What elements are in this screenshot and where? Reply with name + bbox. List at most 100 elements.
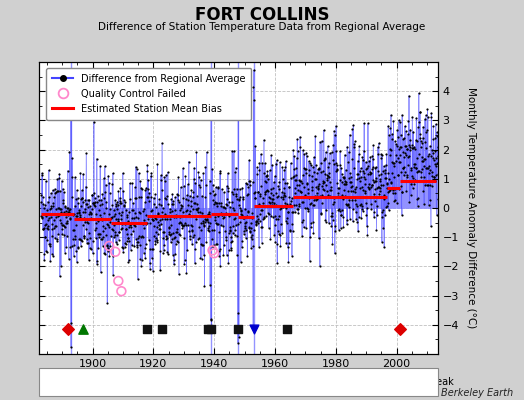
Point: [433, 160, 442, 166]
Point: [299, 224, 308, 230]
Point: [93, 260, 101, 267]
Point: [200, 252, 208, 258]
Point: [104, 222, 112, 228]
Point: [361, 180, 369, 187]
Point: [170, 214, 179, 220]
Point: [165, 231, 173, 237]
Point: [133, 244, 141, 250]
Point: [400, 154, 409, 160]
Point: [278, 204, 287, 210]
Point: [94, 192, 102, 199]
Point: [321, 216, 330, 223]
Point: [232, 222, 241, 228]
Point: [62, 214, 70, 220]
Point: [412, 169, 421, 176]
Point: [353, 203, 361, 209]
Point: [70, 253, 78, 259]
Point: [335, 208, 344, 215]
Point: [248, 215, 256, 222]
Point: [425, 163, 433, 169]
Point: [427, 153, 435, 160]
Point: [209, 247, 217, 254]
Point: [56, 206, 64, 212]
Point: [379, 207, 387, 214]
Point: [212, 200, 221, 206]
Point: [344, 149, 353, 155]
Point: [206, 316, 215, 322]
Point: [219, 214, 227, 221]
Point: [269, 199, 278, 206]
Point: [368, 153, 376, 159]
Point: [47, 203, 55, 209]
Point: [264, 176, 272, 182]
Point: [217, 222, 225, 228]
Point: [145, 260, 154, 266]
Point: [126, 222, 135, 229]
Point: [425, 197, 434, 203]
Point: [231, 232, 239, 238]
Point: [434, 138, 443, 144]
Point: [370, 190, 379, 197]
Point: [147, 246, 156, 252]
Point: [310, 202, 318, 209]
Point: [299, 147, 307, 154]
Point: [176, 218, 184, 225]
Point: [46, 241, 54, 248]
Point: [322, 188, 331, 194]
Point: [151, 191, 159, 198]
Point: [362, 159, 370, 165]
Point: [278, 230, 286, 236]
Point: [259, 200, 267, 206]
Point: [88, 206, 96, 212]
Point: [197, 241, 205, 248]
Point: [256, 218, 264, 224]
Point: [337, 164, 345, 171]
Point: [189, 188, 198, 195]
Point: [363, 223, 371, 230]
Point: [216, 203, 225, 209]
Point: [115, 228, 124, 235]
Point: [137, 185, 146, 191]
Point: [95, 207, 104, 214]
Point: [367, 170, 375, 176]
Point: [301, 194, 310, 200]
Point: [114, 188, 123, 195]
Point: [315, 263, 324, 269]
Point: [428, 183, 436, 190]
Point: [49, 253, 58, 260]
Point: [364, 120, 372, 126]
Point: [234, 221, 242, 227]
Point: [154, 230, 162, 237]
Point: [168, 236, 176, 242]
Point: [90, 190, 99, 196]
Point: [298, 233, 306, 239]
Point: [196, 184, 204, 190]
Point: [95, 212, 104, 218]
Point: [375, 184, 383, 190]
Point: [114, 278, 123, 284]
Point: [46, 258, 54, 264]
Point: [313, 170, 322, 176]
Point: [432, 212, 441, 218]
Point: [171, 234, 179, 240]
Point: [330, 161, 339, 167]
Point: [286, 203, 294, 210]
Point: [136, 194, 145, 200]
Point: [270, 222, 279, 228]
Point: [174, 231, 183, 238]
Point: [129, 200, 137, 206]
Point: [222, 201, 231, 208]
Point: [190, 200, 198, 206]
Point: [192, 149, 201, 156]
Point: [121, 240, 129, 247]
Point: [304, 190, 312, 196]
Point: [75, 209, 83, 216]
Point: [323, 143, 332, 150]
Point: [215, 200, 224, 206]
Point: [283, 209, 292, 215]
Point: [210, 242, 219, 248]
Point: [231, 227, 239, 233]
Point: [291, 172, 300, 178]
Point: [238, 184, 246, 191]
Point: [414, 168, 423, 174]
